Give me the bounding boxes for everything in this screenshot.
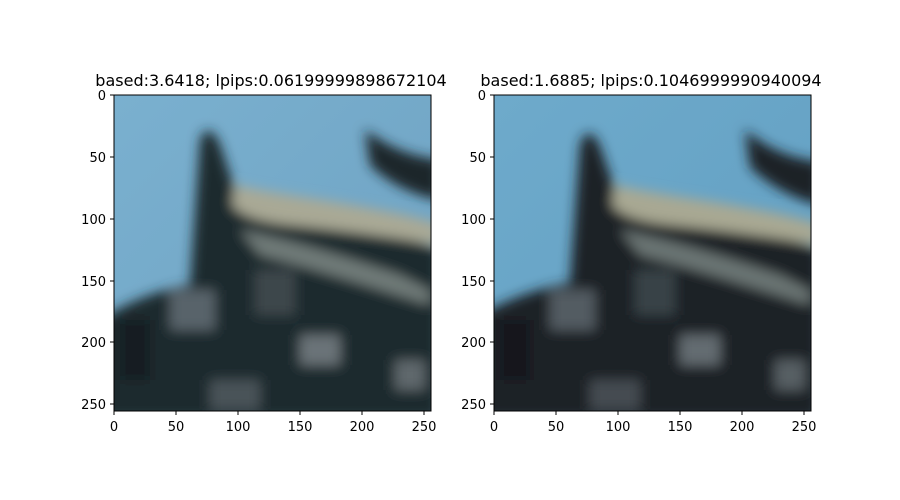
y-tick-label: 100: [81, 213, 106, 228]
y-tick-label: 200: [461, 336, 486, 351]
y-tick-label: 100: [461, 213, 486, 228]
x-tick-label: 100: [606, 420, 631, 435]
y-tick-label: 50: [469, 151, 486, 166]
panel-left-title: based:3.6418; lpips:0.06199999898672104: [95, 71, 446, 90]
panel-left-y-axis: 0 50 100 150 200 250: [81, 89, 114, 413]
panel-right-x-axis: 0 50 100 150 200 250: [490, 411, 817, 435]
y-tick-label: 150: [81, 275, 106, 290]
x-tick-label: 50: [548, 420, 565, 435]
x-tick-label: 250: [412, 420, 437, 435]
panel-right-y-axis: 0 50 100 150 200 250: [461, 89, 494, 413]
y-tick-label: 0: [478, 89, 486, 104]
x-tick-label: 150: [668, 420, 693, 435]
panel-right: based:1.6885; lpips:0.1046999990940094: [461, 71, 821, 435]
x-tick-label: 200: [730, 420, 755, 435]
x-tick-label: 0: [110, 420, 118, 435]
x-tick-label: 0: [490, 420, 498, 435]
x-tick-label: 250: [792, 420, 817, 435]
x-tick-label: 100: [226, 420, 251, 435]
y-tick-label: 0: [98, 89, 106, 104]
panel-left-x-axis: 0 50 100 150 200 250: [110, 411, 437, 435]
x-tick-label: 150: [288, 420, 313, 435]
y-tick-label: 50: [89, 151, 106, 166]
panel-left-image: [100, 95, 440, 420]
panel-right-title: based:1.6885; lpips:0.1046999990940094: [480, 71, 821, 90]
panel-right-image: [480, 95, 820, 420]
x-tick-label: 50: [168, 420, 185, 435]
x-tick-label: 200: [350, 420, 375, 435]
y-tick-label: 200: [81, 336, 106, 351]
y-tick-label: 250: [81, 398, 106, 413]
y-tick-label: 150: [461, 275, 486, 290]
panel-left: based:3.6418; lpips:0.06199999898672104: [81, 71, 447, 435]
y-tick-label: 250: [461, 398, 486, 413]
